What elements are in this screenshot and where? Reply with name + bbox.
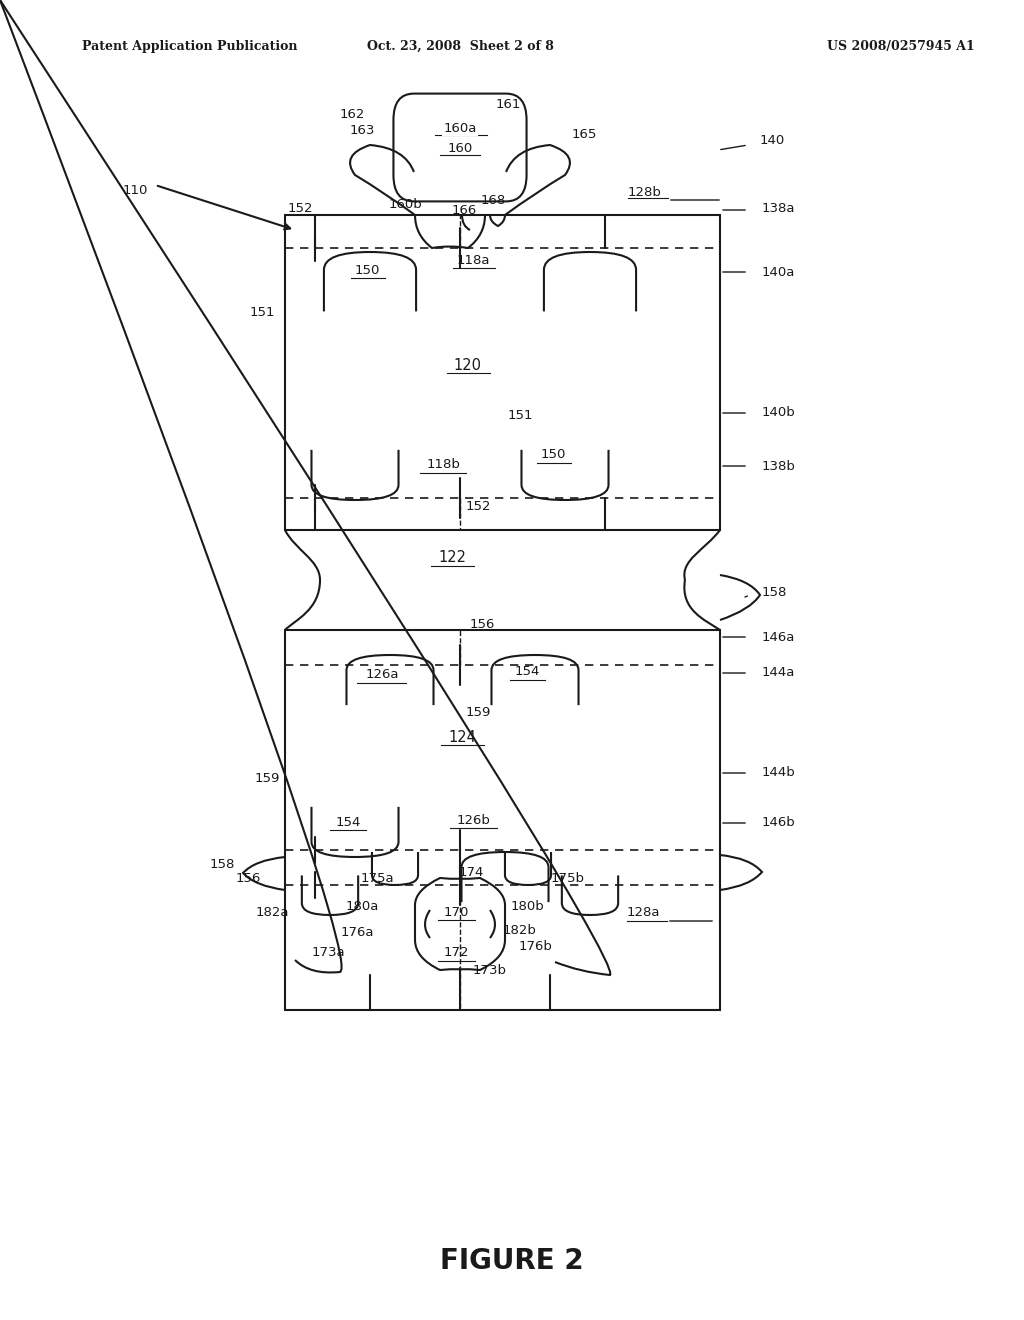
Text: 172: 172 [443,946,469,960]
Text: 160a: 160a [443,121,477,135]
Text: 128a: 128a [627,907,660,920]
Text: 138a: 138a [762,202,796,214]
Text: 176b: 176b [518,940,552,953]
Text: 168: 168 [480,194,506,206]
Text: 120: 120 [453,358,481,372]
Text: 152: 152 [465,500,490,513]
Text: 176a: 176a [340,925,374,939]
Text: Oct. 23, 2008  Sheet 2 of 8: Oct. 23, 2008 Sheet 2 of 8 [368,40,554,53]
Text: 128b: 128b [628,186,662,199]
Text: 180a: 180a [345,900,379,913]
Bar [285,215,720,531]
Text: 126a: 126a [366,668,398,681]
Text: 150: 150 [354,264,380,276]
Text: 138b: 138b [762,459,796,473]
Text: 163: 163 [349,124,375,136]
Text: 122: 122 [438,550,466,565]
Text: FIGURE 2: FIGURE 2 [440,1246,584,1275]
Bar [285,630,720,1010]
Text: 146b: 146b [762,817,796,829]
Text: 175a: 175a [360,871,394,884]
Text: 174: 174 [459,866,483,879]
Text: 180b: 180b [510,900,544,913]
Text: 110: 110 [122,183,147,197]
Text: 160: 160 [447,141,473,154]
Text: 158: 158 [209,858,234,871]
Text: 126b: 126b [456,813,489,826]
Text: 159: 159 [465,705,490,718]
Text: 159: 159 [254,771,280,784]
Text: US 2008/0257945 A1: US 2008/0257945 A1 [827,40,975,53]
Text: 173a: 173a [311,946,345,960]
Text: 140b: 140b [762,407,796,420]
Text: 140: 140 [760,133,785,147]
Text: 170: 170 [443,906,469,919]
Text: 144a: 144a [762,667,796,680]
Text: 158: 158 [762,586,787,599]
Text: 166: 166 [452,203,476,216]
Text: 161: 161 [496,99,520,111]
Text: 118a: 118a [457,253,489,267]
Text: 124: 124 [449,730,476,744]
Text: 156: 156 [469,619,495,631]
Text: 160b: 160b [388,198,422,211]
Text: 156: 156 [236,871,261,884]
Text: 173b: 173b [473,964,507,977]
Text: 151: 151 [249,305,274,318]
Text: 151: 151 [507,408,532,421]
Text: 182b: 182b [503,924,537,936]
Text: 154: 154 [335,816,360,829]
Text: 118b: 118b [426,458,460,471]
Text: 152: 152 [288,202,312,214]
Text: 175b: 175b [551,871,585,884]
Text: 140a: 140a [762,265,796,279]
Text: 182a: 182a [255,907,289,920]
Text: 150: 150 [541,449,565,462]
Text: 162: 162 [339,108,365,121]
Text: Patent Application Publication: Patent Application Publication [82,40,297,53]
Text: 144b: 144b [762,767,796,780]
Text: 154: 154 [514,665,540,678]
Text: 165: 165 [572,128,597,141]
Text: 146a: 146a [762,631,796,644]
